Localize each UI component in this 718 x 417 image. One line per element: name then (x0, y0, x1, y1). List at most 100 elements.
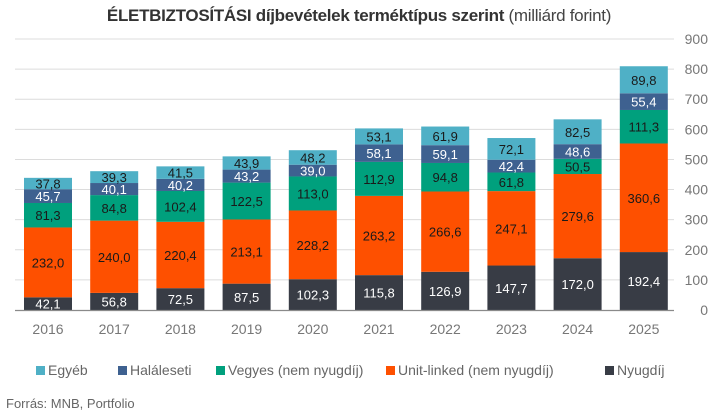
bar-segment (90, 220, 139, 293)
legend-swatch (216, 365, 225, 375)
y-tick-label: 100 (685, 272, 709, 288)
data-label: 126,9 (429, 284, 462, 299)
data-label: 48,2 (300, 150, 325, 165)
data-label: 37,8 (35, 177, 60, 192)
chart-title-unit: (milliárd forint) (508, 6, 612, 25)
x-tick-label: 2017 (99, 321, 130, 337)
bar-segment (553, 144, 602, 159)
data-label: 43,2 (234, 169, 259, 184)
data-label: 147,7 (495, 281, 528, 296)
data-label: 102,3 (297, 288, 330, 303)
x-tick-label: 2016 (32, 321, 63, 337)
legend-label: Nyugdíj (617, 362, 665, 378)
bar-segment (156, 190, 205, 222)
data-label: 59,1 (433, 147, 458, 162)
legend-label: Vegyes (nem nyugdíj) (228, 362, 364, 378)
y-tick-label: 200 (685, 242, 709, 258)
bar-segment (24, 227, 72, 298)
legend-swatch (386, 365, 395, 375)
bar-segment (355, 195, 403, 276)
data-label: 89,8 (631, 73, 656, 88)
x-tick-label: 2022 (430, 321, 461, 337)
data-label: 247,1 (495, 221, 528, 236)
data-label: 40,2 (168, 178, 193, 193)
data-label: 213,1 (230, 245, 263, 260)
bar-segment (421, 162, 470, 192)
bar-segment (487, 138, 536, 160)
legend-item: Haláleseti (118, 362, 191, 378)
bar-segment (24, 177, 72, 190)
legend-label: Haláleseti (130, 362, 192, 378)
bar-segment (156, 166, 205, 179)
bar-segment (288, 210, 337, 280)
bar-segment (355, 128, 403, 145)
bar-segment (156, 221, 205, 289)
data-label: 42,4 (499, 159, 524, 174)
bar-segment (288, 150, 337, 165)
legend: Egyéb Haláleseti Vegyes (nem nyugdíj) Unit-… (0, 362, 718, 382)
data-label: 45,7 (35, 189, 60, 204)
bar-segment (24, 202, 72, 228)
bar-segment (222, 169, 271, 183)
data-label: 43,9 (234, 156, 259, 171)
data-label: 56,8 (102, 294, 127, 309)
bar-segment (90, 292, 139, 310)
bar-segment (553, 174, 602, 259)
bar-segment (156, 178, 205, 191)
bar-segment (619, 252, 668, 310)
data-label: 87,5 (234, 290, 259, 305)
data-label: 263,2 (363, 229, 396, 244)
data-label: 72,1 (499, 142, 524, 157)
bar-segment (619, 143, 668, 253)
bar-segment (553, 119, 602, 145)
legend-item: Vegyes (nem nyugdíj) (216, 362, 363, 378)
data-label: 48,6 (565, 144, 590, 159)
data-label: 61,8 (499, 175, 524, 190)
chart-title-main: ÉLETBIZTOSÍTÁSI díjbevételek terméktípus… (106, 6, 505, 25)
legend-item: Unit-linked (nem nyugdíj) (386, 362, 554, 378)
bar-segment (156, 288, 205, 310)
y-tick-label: 0 (700, 302, 708, 318)
x-tick-label: 2020 (297, 321, 328, 337)
bar-segment (355, 144, 403, 162)
bar-segment (288, 176, 337, 211)
bar-segment (487, 172, 536, 192)
legend-swatch (118, 365, 127, 375)
bar-segment (222, 182, 271, 220)
data-label: 94,8 (433, 170, 458, 185)
data-label: 102,4 (164, 199, 197, 214)
bar-segment (288, 164, 337, 177)
data-label: 122,5 (230, 194, 263, 209)
legend-label: Egyéb (48, 362, 88, 378)
y-tick-label: 300 (685, 212, 709, 228)
bar-segment (421, 145, 470, 163)
data-label: 192,4 (628, 274, 661, 289)
data-label: 39,0 (300, 164, 325, 179)
data-label: 113,0 (297, 186, 329, 201)
x-tick-label: 2023 (496, 321, 527, 337)
data-label: 266,6 (429, 225, 462, 240)
x-tick-label: 2018 (165, 321, 196, 337)
data-label: 82,5 (565, 125, 590, 140)
bar-segment (222, 156, 271, 170)
y-tick-label: 500 (685, 151, 709, 167)
data-label: 111,3 (628, 120, 659, 135)
y-tick-label: 700 (685, 91, 709, 107)
data-label: 112,9 (363, 172, 395, 187)
data-label: 81,3 (35, 208, 60, 223)
source-note: Forrás: MNB, Portfolio (6, 396, 135, 411)
data-label: 53,1 (366, 129, 391, 144)
bar-segment (421, 191, 470, 272)
data-label: 240,0 (98, 250, 131, 265)
chart-title: ÉLETBIZTOSÍTÁSI díjbevételek terméktípus… (0, 6, 718, 26)
x-tick-label: 2024 (562, 321, 593, 337)
legend-item: Nyugdíj (605, 362, 664, 378)
y-tick-label: 600 (685, 121, 709, 137)
data-label: 39,3 (102, 170, 127, 185)
bar-segment (619, 66, 668, 94)
bar-segment (24, 189, 72, 203)
x-tick-label: 2021 (363, 321, 394, 337)
legend-swatch (36, 365, 45, 375)
bar-segment (222, 283, 271, 310)
data-label: 72,5 (168, 292, 193, 307)
